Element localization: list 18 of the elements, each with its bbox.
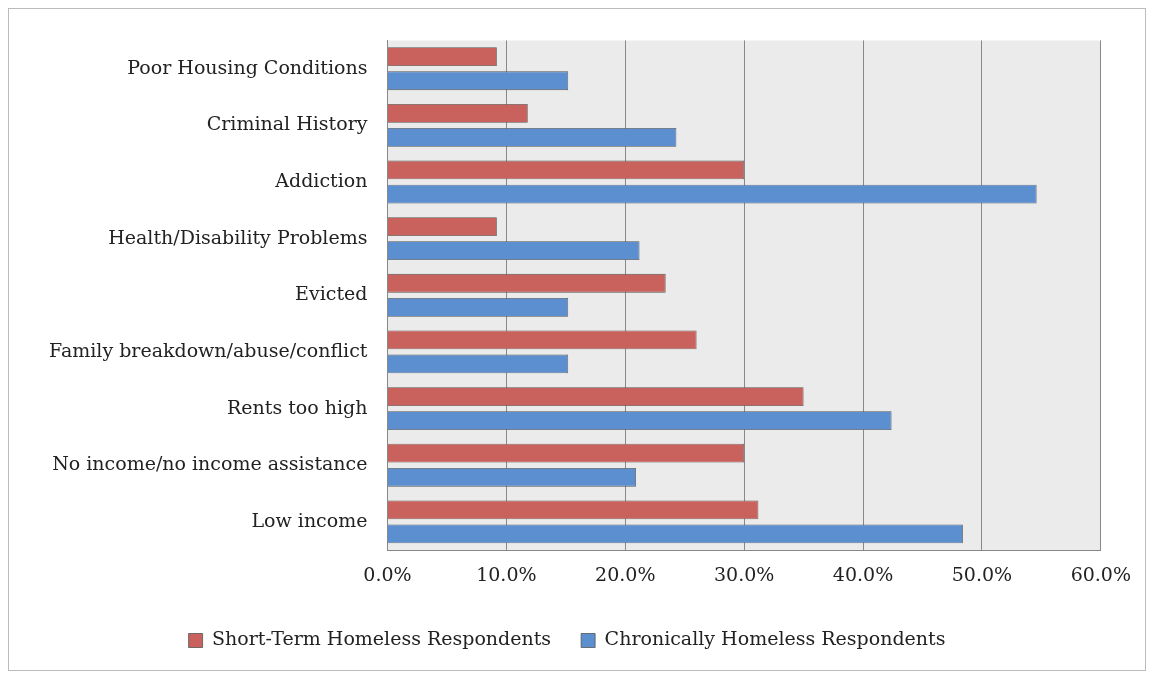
y-tick-label: Low income (251, 508, 368, 531)
x-tick-label: 10.0% (476, 562, 537, 585)
y-tick-label: Health/Disability Problems (108, 225, 368, 248)
y-tick-label: No income/no income assistance (52, 452, 368, 475)
x-tick-label: 60.0% (1070, 562, 1131, 585)
x-tick-label: 20.0% (595, 562, 656, 585)
y-tick-label: Evicted (295, 282, 368, 305)
y-tick-label: Poor Housing Conditions (127, 55, 368, 78)
x-tick-label: 0.0% (363, 562, 412, 585)
legend-label: Short-Term Homeless Respondents (212, 627, 552, 650)
x-tick-label: 50.0% (951, 562, 1013, 585)
y-tick-label: Addiction (274, 168, 368, 191)
x-tick-label: 30.0% (713, 562, 775, 585)
x-tick-label: 40.0% (832, 562, 894, 585)
legend-label: Chronically Homeless Respondents (604, 627, 946, 650)
y-tick-label: Criminal History (206, 112, 368, 135)
y-tick-label: Family breakdown/abuse/conflict (48, 338, 368, 361)
y-tick-label: Rents too high (226, 395, 368, 418)
